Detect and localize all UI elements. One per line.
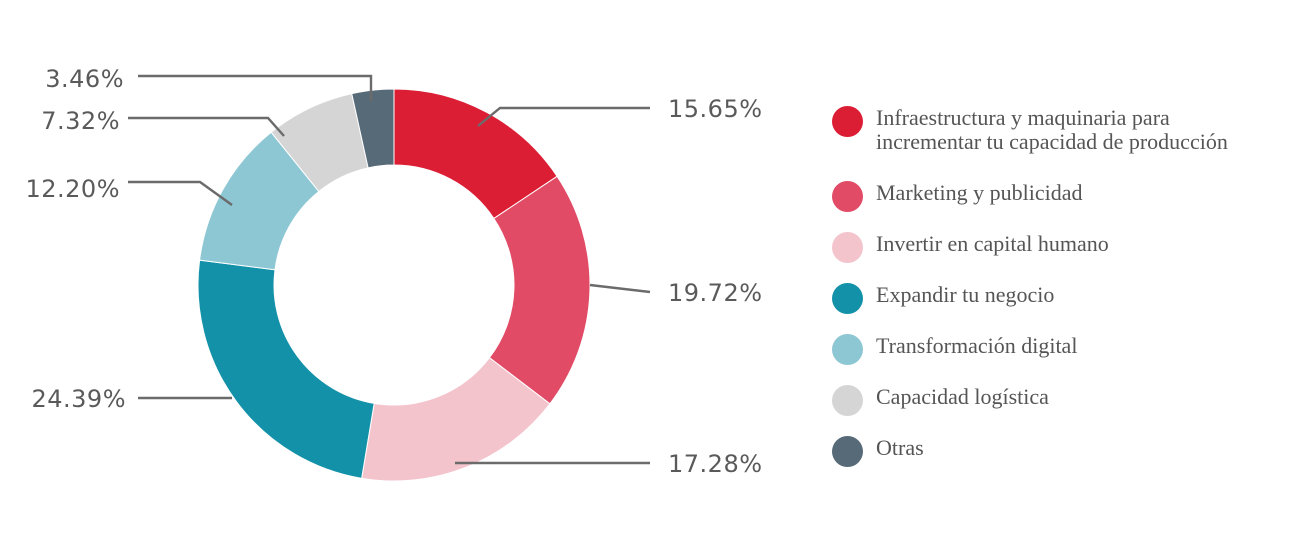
data-label-marketing-y-publicidad: 19.72% — [668, 279, 763, 307]
legend-label-otras: Otras — [876, 435, 924, 460]
legend-swatch-otras — [832, 436, 863, 467]
legend-item-logistica: Capacidad logística — [832, 385, 1049, 416]
donut-slices — [197, 88, 591, 482]
legend-label-marketing: Marketing y publicidad — [876, 180, 1083, 205]
slice-expandir-tu-negocio — [197, 259, 375, 479]
legend-item-otras: Otras — [832, 436, 924, 467]
data-label-invertir-en-capital-humano: 17.28% — [668, 450, 763, 478]
legend-item-transformacion: Transformación digital — [832, 334, 1077, 365]
data-label-otras: 3.46% — [45, 65, 124, 93]
legend-label-expandir: Expandir tu negocio — [876, 282, 1055, 307]
legend-swatch-logistica — [832, 385, 863, 416]
data-label-expandir-tu-negocio: 24.39% — [31, 385, 126, 413]
legend-swatch-infraestructura — [832, 106, 863, 137]
data-label-infraestructura-y-maquinaria-para-increm: 15.65% — [668, 95, 763, 123]
data-label-transformacion-digital: 12.20% — [25, 175, 120, 203]
legend-swatch-capital-humano — [832, 232, 863, 263]
legend-swatch-transformacion — [832, 334, 863, 365]
leader-line-7 — [138, 74, 373, 101]
legend-item-expandir: Expandir tu negocio — [832, 283, 1054, 314]
leader-line-2 — [589, 283, 651, 294]
legend-label-infraestructura: Infraestructura y maquinaria para increm… — [876, 105, 1228, 154]
legend-label-capital-humano: Invertir en capital humano — [876, 231, 1109, 256]
percentage-labels: 15.65% 19.72% 17.28% 24.39% 12.20% 7.32% 3.46% — [25, 65, 762, 478]
legend-item-infraestructura: Infraestructura y maquinaria para increm… — [832, 106, 1228, 154]
leader-lines — [128, 74, 651, 465]
legend-label-transformacion: Transformación digital — [876, 333, 1078, 358]
legend-item-marketing: Marketing y publicidad — [832, 181, 1083, 212]
legend-label-logistica: Capacidad logística — [876, 384, 1049, 409]
leader-line-1 — [477, 106, 650, 127]
legend-swatch-expandir — [832, 283, 863, 314]
data-label-capacidad-logistica: 7.32% — [41, 107, 120, 135]
legend-item-capital-humano: Invertir en capital humano — [832, 232, 1109, 263]
legend-swatch-marketing — [832, 181, 863, 212]
leader-line-6 — [128, 116, 285, 137]
slice-otras — [351, 88, 395, 169]
leader-line-5 — [128, 180, 233, 206]
